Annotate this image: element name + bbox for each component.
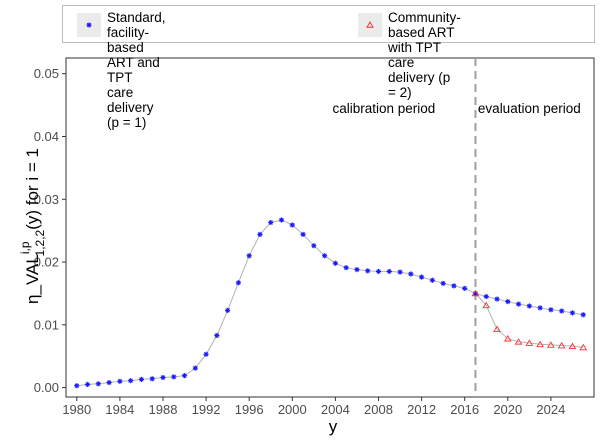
data-point-standard [225,307,231,313]
data-point-standard [569,310,576,316]
data-point-standard [106,379,112,386]
data-point-standard [192,365,198,371]
data-point-standard [526,303,532,309]
plot-border [65,57,595,398]
data-point-standard [149,376,155,382]
x-tick-label: 2012 [407,402,436,417]
data-point-standard [429,277,435,283]
x-tick-label: 2016 [450,402,479,417]
data-point-standard [117,378,123,384]
x-axis-title: y [329,417,338,436]
data-point-standard [386,268,392,275]
y-tick-label: 0.01 [34,317,59,332]
legend-label-standard: Standard, facility-based ART and TPT car… [107,10,166,130]
y-tick-label: 0.02 [34,255,59,270]
data-point-standard [311,243,317,249]
star-marker-icon [86,22,92,28]
data-point-standard [462,285,468,291]
plot-panel: 0.00 0.01 0.02 0.03 0.04 0.05 1980 1984 1988 1992… [34,57,595,417]
data-point-standard [332,260,338,266]
data-point-standard [278,217,285,223]
data-point-standard [451,283,457,289]
data-point-standard [128,378,134,384]
data-point-community [514,338,523,345]
y-axis-title-rest: (y) for i = 1 [23,148,42,230]
data-point-standard [343,265,349,271]
data-point-standard [171,374,177,380]
y-axis-title-subscript: 1,2,2 [33,229,47,256]
data-point-standard [408,271,414,277]
triangle-marker-icon [366,20,374,28]
y-tick-label: 0.04 [34,129,59,144]
data-point-standard [246,253,252,259]
x-tick-label: 1996 [235,402,264,417]
x-tick-label: 1984 [105,402,134,417]
data-point-standard [300,231,306,238]
data-point-community [525,339,534,346]
data-point-standard [354,266,360,273]
data-point-standard [559,308,565,314]
data-point-standard [74,383,80,389]
data-point-standard [138,376,145,383]
data-point-community [493,325,501,333]
data-point-standard [494,296,500,302]
y-axis-title: η_VALi,p1,2,2(y) for i = 1 [18,148,47,304]
data-point-standard [580,312,586,318]
annotation-1: evaluation period [478,101,581,116]
data-point-community [547,341,555,348]
data-point-community [503,334,512,342]
data-point-community [536,340,544,348]
data-point-standard [548,307,554,313]
data-point-standard [257,231,263,238]
data-point-standard [537,305,543,311]
data-point-standard [268,219,274,226]
legend-key-standard [77,13,101,37]
data-point-standard [95,381,101,387]
legend: Standard, facility-based ART and TPT car… [62,5,595,130]
data-point-community [579,343,588,351]
data-point-standard [235,280,242,286]
y-axis-title-main: η_VAL [23,254,42,304]
legend-key-community [358,13,382,37]
data-point-standard [375,268,382,275]
data-point-standard [322,253,328,259]
y-axis-title-superscript: i,p [18,241,32,254]
x-tick-label: 2008 [364,402,393,417]
data-point-standard [214,332,220,339]
data-point-standard [483,293,489,300]
y-tick-label: 0.00 [34,380,59,395]
data-point-standard [418,274,425,280]
data-point-standard [203,351,209,357]
x-tick-label: 1992 [192,402,221,417]
data-point-community [471,289,480,297]
x-tick-label: 1988 [149,402,178,417]
data-point-standard [505,298,511,305]
data-point-community [557,341,566,349]
data-point-standard [84,381,91,388]
x-tick-label: 2024 [536,402,565,417]
data-point-standard [397,269,403,275]
y-tick-label: 0.03 [34,192,59,207]
data-point-standard [289,222,295,228]
x-tick-label: 1980 [62,402,91,417]
data-point-standard [160,374,166,381]
data-point-standard [440,280,446,286]
data-point-standard [181,373,188,379]
data-point-community [568,342,577,349]
x-tick-label: 2020 [493,402,522,417]
y-tick-label: 0.05 [34,66,59,81]
data-point-standard [365,268,371,274]
x-tick-label: 2000 [278,402,307,417]
data-point-community [482,301,491,309]
legend-label-community: Community-based ART with TPT care delive… [388,10,461,100]
annotation-0: calibration period [332,101,435,116]
x-tick-label: 2004 [321,402,350,417]
series-line-1 [475,293,584,348]
data-point-standard [515,301,522,307]
